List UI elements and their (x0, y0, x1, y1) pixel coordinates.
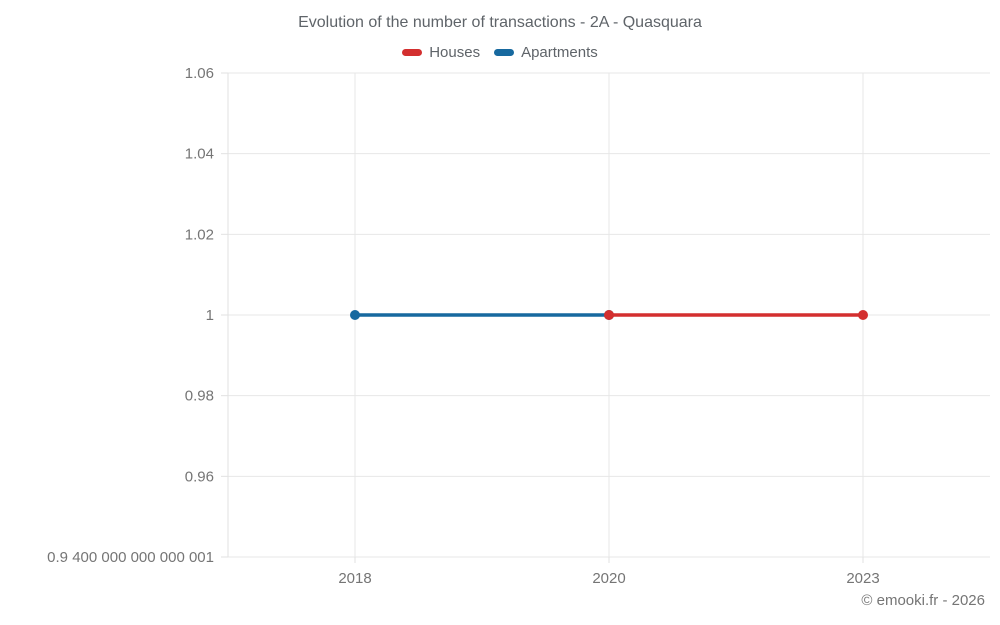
y-tick-label: 1.04 (185, 146, 214, 163)
chart-title: Evolution of the number of transactions … (298, 14, 702, 31)
legend-label-houses: Houses (429, 44, 481, 61)
legend-item-houses[interactable]: Houses (402, 44, 480, 61)
data-point-apartments[interactable] (350, 310, 360, 320)
x-tick-label: 2018 (338, 570, 371, 587)
y-tick-label: 0.98 (185, 388, 214, 405)
data-point-houses[interactable] (858, 310, 868, 320)
data-point-houses[interactable] (604, 310, 614, 320)
legend-item-apartments[interactable]: Apartments (494, 44, 598, 61)
x-tick-label: 2020 (592, 570, 625, 587)
apartments-legend-swatch (494, 49, 515, 56)
y-tick-label: 1 (206, 307, 214, 324)
legend-label-apartments: Apartments (521, 44, 598, 61)
y-tick-label: 0.9 400 000 000 000 001 (47, 549, 214, 566)
legend: Houses Apartments (0, 44, 1000, 61)
copyright: © emooki.fr - 2026 (861, 592, 985, 609)
x-tick-label: 2023 (846, 570, 879, 587)
houses-legend-swatch (402, 49, 423, 56)
y-tick-label: 1.06 (185, 65, 214, 82)
y-tick-label: 0.96 (185, 468, 214, 485)
y-tick-label: 1.02 (185, 226, 214, 243)
